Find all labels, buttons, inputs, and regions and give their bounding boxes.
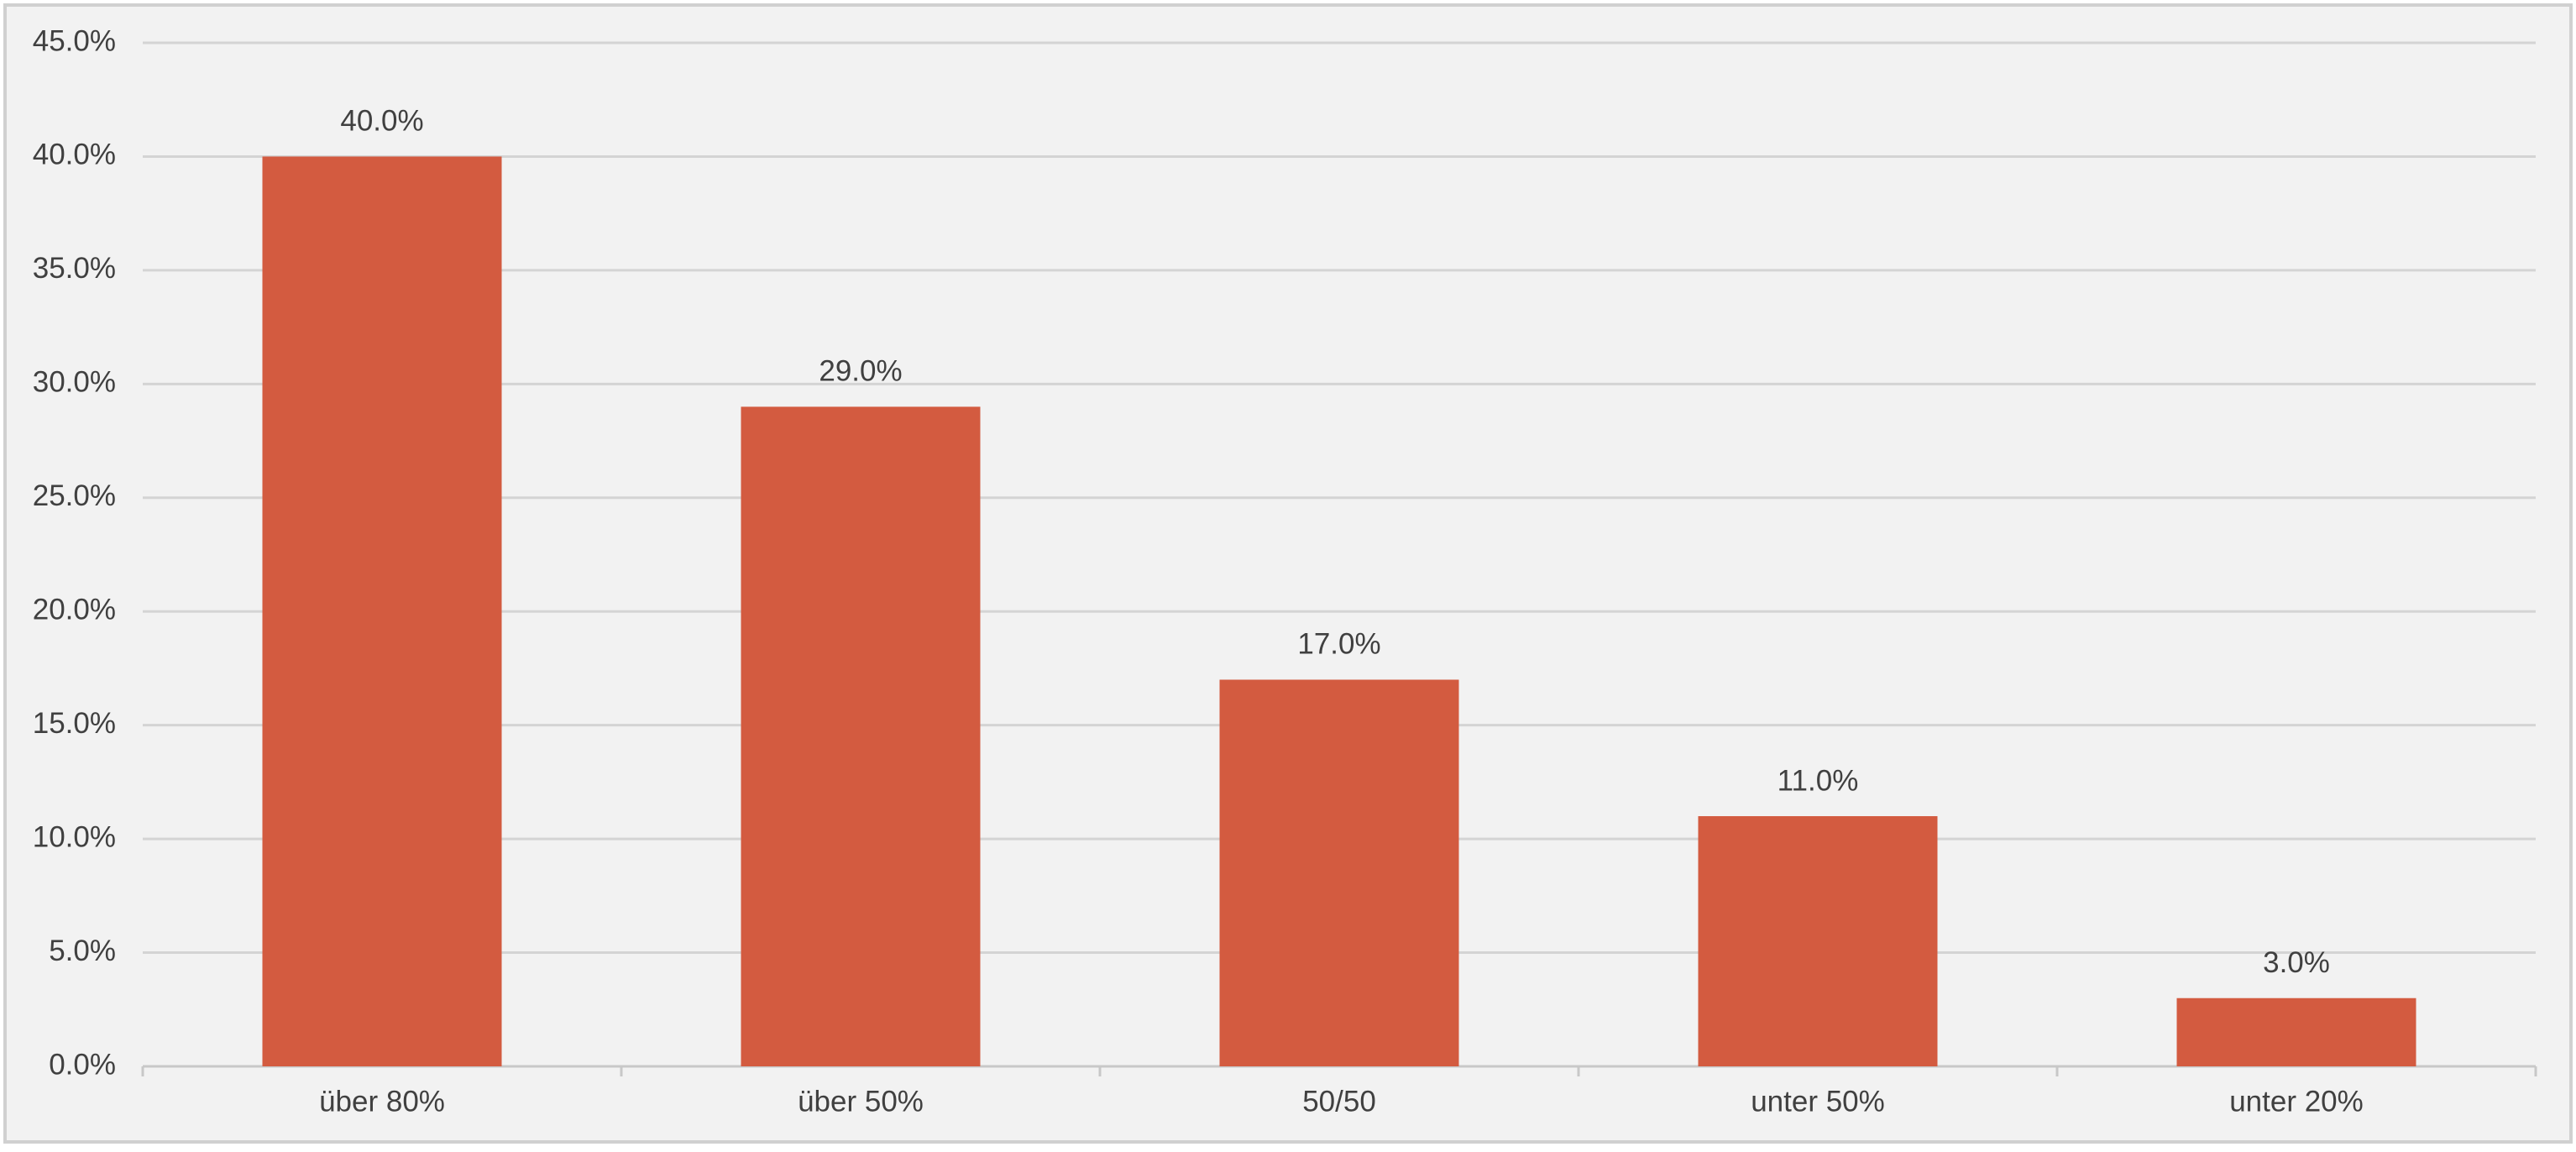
data-label: 29.0%: [819, 355, 902, 388]
data-label: 3.0%: [2263, 946, 2330, 979]
x-tick-label: über 50%: [798, 1085, 924, 1118]
y-tick-label: 5.0%: [49, 935, 116, 967]
y-tick-label: 10.0%: [33, 820, 116, 853]
y-tick-label: 0.0%: [49, 1048, 116, 1081]
bar: [1698, 816, 1938, 1066]
y-tick-label: 40.0%: [33, 139, 116, 171]
x-tick-label: unter 50%: [1751, 1085, 1885, 1118]
y-tick-label: 25.0%: [33, 479, 116, 512]
x-tick-label: 50/50: [1302, 1085, 1376, 1118]
bar: [262, 156, 502, 1066]
data-label: 11.0%: [1778, 764, 1859, 797]
y-tick-label: 15.0%: [33, 707, 116, 740]
data-label: 17.0%: [1297, 628, 1380, 661]
y-tick-label: 30.0%: [33, 366, 116, 399]
y-tick-label: 35.0%: [33, 252, 116, 285]
y-tick-label: 45.0%: [33, 24, 116, 57]
bar: [2176, 998, 2416, 1066]
x-tick-label: über 80%: [319, 1085, 445, 1118]
data-label: 40.0%: [340, 105, 423, 138]
bar: [1219, 679, 1459, 1066]
bar: [741, 406, 981, 1066]
x-tick-label: unter 20%: [2229, 1085, 2364, 1118]
y-tick-label: 20.0%: [33, 593, 116, 626]
